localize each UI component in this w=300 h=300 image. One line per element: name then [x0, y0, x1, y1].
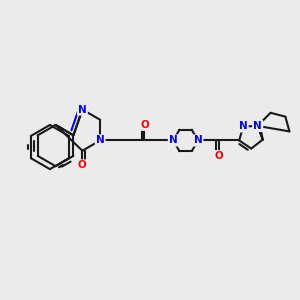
- Text: N: N: [254, 121, 262, 131]
- Text: O: O: [140, 120, 149, 130]
- Text: N: N: [96, 135, 105, 146]
- Text: O: O: [78, 160, 87, 170]
- Text: N: N: [254, 121, 262, 131]
- Text: N: N: [239, 122, 248, 131]
- Text: N: N: [78, 104, 87, 115]
- Text: N: N: [194, 135, 202, 146]
- Text: N: N: [169, 135, 178, 146]
- Text: O: O: [214, 151, 223, 161]
